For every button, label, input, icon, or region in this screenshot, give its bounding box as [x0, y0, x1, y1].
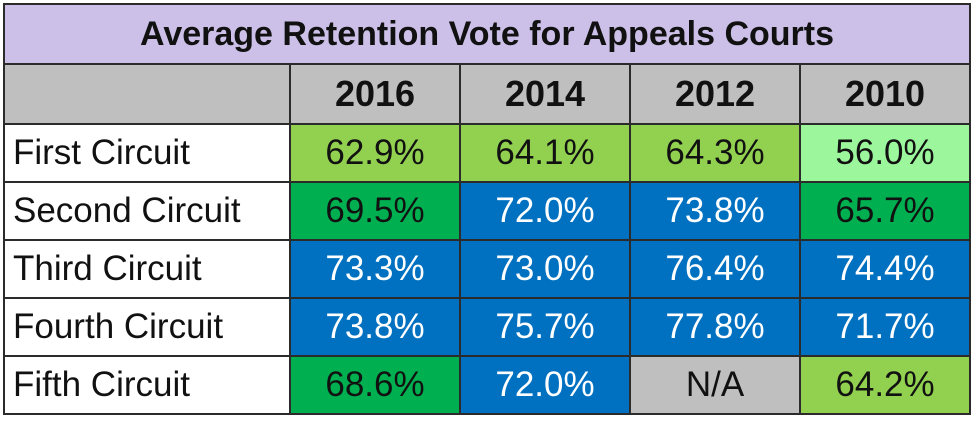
- table-row: Fourth Circuit 73.8% 75.7% 77.8% 71.7%: [3, 297, 972, 357]
- value-cell: 73.8%: [629, 181, 801, 241]
- table-row: First Circuit 62.9% 64.1% 64.3% 56.0%: [3, 123, 972, 183]
- value-cell: 62.9%: [289, 123, 461, 183]
- value-cell: 77.8%: [629, 297, 801, 357]
- value-cell: 65.7%: [798, 181, 972, 241]
- value-cell: 69.5%: [289, 181, 461, 241]
- row-label: Second Circuit: [3, 181, 291, 241]
- row-label: First Circuit: [3, 123, 291, 183]
- value-cell: 56.0%: [798, 123, 972, 183]
- value-cell: 71.7%: [798, 297, 972, 357]
- column-header: 2016: [289, 63, 461, 125]
- value-cell: 75.7%: [459, 297, 631, 357]
- row-label: Third Circuit: [3, 239, 291, 299]
- column-header: 2014: [459, 63, 631, 125]
- value-cell: 64.3%: [629, 123, 801, 183]
- header-row: 2016 2014 2012 2010: [3, 63, 972, 125]
- value-cell: 64.2%: [798, 355, 972, 415]
- value-cell: 68.6%: [289, 355, 461, 415]
- table-row: Fifth Circuit 68.6% 72.0% N/A 64.2%: [3, 355, 972, 415]
- value-cell: 73.0%: [459, 239, 631, 299]
- row-label: Fifth Circuit: [3, 355, 291, 415]
- header-corner-cell: [3, 63, 291, 125]
- title-row: Average Retention Vote for Appeals Court…: [2, 3, 972, 65]
- table-body: Average Retention Vote for Appeals Court…: [2, 3, 972, 415]
- value-cell: N/A: [629, 355, 801, 415]
- value-cell: 73.8%: [289, 297, 461, 357]
- row-label: Fourth Circuit: [3, 297, 291, 357]
- table-row: Third Circuit 73.3% 73.0% 76.4% 74.4%: [3, 239, 972, 299]
- value-cell: 73.3%: [289, 239, 461, 299]
- column-header: 2012: [629, 63, 801, 125]
- column-header: 2010: [798, 63, 972, 125]
- table-row: Second Circuit 69.5% 72.0% 73.8% 65.7%: [3, 181, 972, 241]
- table-title: Average Retention Vote for Appeals Court…: [2, 3, 972, 65]
- value-cell: 76.4%: [629, 239, 801, 299]
- value-cell: 74.4%: [798, 239, 972, 299]
- value-cell: 64.1%: [459, 123, 631, 183]
- value-cell: 72.0%: [459, 355, 631, 415]
- retention-table: Average Retention Vote for Appeals Court…: [2, 3, 972, 415]
- value-cell: 72.0%: [459, 181, 631, 241]
